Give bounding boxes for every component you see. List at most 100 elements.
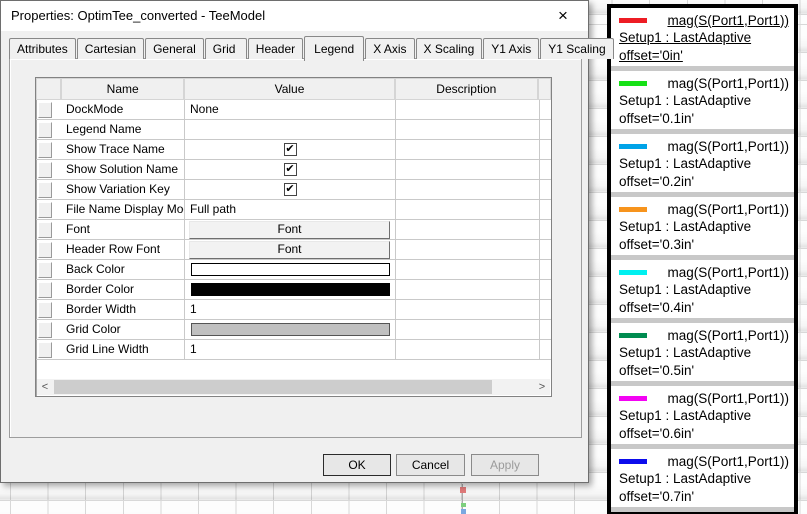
scroll-right-icon[interactable]: >	[538, 381, 546, 393]
column-header-name[interactable]: Name	[60, 78, 185, 100]
row-selector[interactable]	[38, 321, 52, 338]
font-button[interactable]: Font	[189, 220, 390, 239]
tab-legend[interactable]: Legend	[304, 36, 365, 61]
cancel-button[interactable]: Cancel	[396, 454, 465, 476]
table-row-file-name-display-mode[interactable]: File Name Display Mode Full path	[36, 200, 551, 220]
show-variation-key-checkbox[interactable]: ✔	[283, 183, 297, 196]
trace-color-swatch	[619, 17, 647, 23]
row-selector[interactable]	[38, 241, 52, 258]
grid-corner-cell	[36, 78, 61, 100]
row-selector[interactable]	[38, 121, 52, 138]
property-description	[396, 320, 540, 339]
tab-y1-scaling[interactable]: Y1 Scaling	[540, 38, 614, 59]
solution-name: Setup1 : LastAdaptive	[619, 219, 752, 234]
property-name: Border Width	[61, 300, 185, 319]
property-value[interactable]: 1	[185, 300, 396, 319]
row-selector[interactable]	[38, 101, 52, 118]
property-value[interactable]: None	[185, 100, 396, 119]
legend-separator	[611, 507, 794, 512]
property-description	[396, 200, 540, 219]
tab-general[interactable]: General	[145, 38, 204, 59]
header-row-font-button[interactable]: Font	[189, 240, 390, 259]
close-icon[interactable]: ×	[558, 5, 568, 25]
property-name: DockMode	[61, 100, 185, 119]
scrollbar-thumb[interactable]	[54, 380, 492, 394]
column-header-value[interactable]: Value	[184, 78, 395, 100]
legend-entry[interactable]: mag(S(Port1,Port1)) Setup1 : LastAdaptiv…	[611, 260, 794, 318]
legend-entry[interactable]: mag(S(Port1,Port1)) Setup1 : LastAdaptiv…	[611, 323, 794, 381]
trace-name: mag(S(Port1,Port1))	[667, 75, 789, 91]
row-selector[interactable]	[38, 261, 52, 278]
property-grid: Name Value Description DockMode None Leg…	[35, 77, 552, 397]
trace-color-swatch	[619, 206, 647, 212]
table-row-dockmode[interactable]: DockMode None	[36, 100, 551, 120]
variation-key: offset='0.6in'	[619, 426, 695, 441]
property-name: Grid Line Width	[61, 340, 185, 359]
scroll-left-icon[interactable]: <	[41, 381, 49, 393]
table-row-border-width[interactable]: Border Width 1	[36, 300, 551, 320]
tab-y1-axis[interactable]: Y1 Axis	[483, 38, 540, 59]
legend-entry[interactable]: mag(S(Port1,Port1)) Setup1 : LastAdaptiv…	[611, 197, 794, 255]
row-selector[interactable]	[38, 161, 52, 178]
row-selector[interactable]	[38, 141, 52, 158]
row-selector[interactable]	[38, 201, 52, 218]
property-description	[396, 120, 540, 139]
properties-dialog: Properties: OptimTee_converted - TeeMode…	[0, 0, 614, 483]
grid-color-swatch[interactable]	[190, 323, 390, 336]
table-row-show-trace-name[interactable]: Show Trace Name ✔	[36, 140, 551, 160]
legend-separator	[611, 444, 794, 449]
tab-cartesian[interactable]: Cartesian	[76, 38, 145, 59]
row-selector[interactable]	[38, 221, 52, 238]
row-selector[interactable]	[38, 341, 52, 358]
tab-attributes[interactable]: Attributes	[9, 38, 76, 59]
titlebar[interactable]: Properties: OptimTee_converted - TeeMode…	[1, 1, 588, 31]
legend-entry[interactable]: mag(S(Port1,Port1)) Setup1 : LastAdaptiv…	[611, 449, 794, 507]
property-value[interactable]: 1	[185, 340, 396, 359]
tab-header[interactable]: Header	[247, 38, 304, 59]
tab-x-axis[interactable]: X Axis	[365, 38, 415, 59]
legend-entry[interactable]: mag(S(Port1,Port1)) Setup1 : LastAdaptiv…	[611, 71, 794, 129]
property-description	[396, 140, 540, 159]
row-selector[interactable]	[38, 281, 52, 298]
property-description	[396, 280, 540, 299]
row-selector[interactable]	[38, 181, 52, 198]
back-color-swatch[interactable]	[190, 263, 390, 276]
table-row-border-color[interactable]: Border Color	[36, 280, 551, 300]
trace-name: mag(S(Port1,Port1))	[667, 201, 789, 217]
trace-name: mag(S(Port1,Port1))	[667, 327, 789, 343]
show-trace-name-checkbox[interactable]: ✔	[283, 143, 297, 156]
table-row-show-variation-key[interactable]: Show Variation Key ✔	[36, 180, 551, 200]
tab-grid[interactable]: Grid	[204, 38, 247, 59]
table-row-header-row-font[interactable]: Header Row Font Font	[36, 240, 551, 260]
horizontal-scrollbar[interactable]: < >	[37, 379, 550, 395]
legend-entry[interactable]: mag(S(Port1,Port1)) Setup1 : LastAdaptiv…	[611, 386, 794, 444]
column-header-description[interactable]: Description	[394, 78, 539, 100]
property-description	[396, 220, 540, 239]
border-color-swatch[interactable]	[190, 283, 390, 296]
property-description	[396, 100, 540, 119]
property-value[interactable]: Full path	[185, 200, 396, 219]
table-row-show-solution-name[interactable]: Show Solution Name ✔	[36, 160, 551, 180]
apply-button[interactable]: Apply	[471, 454, 539, 476]
tab-x-scaling[interactable]: X Scaling	[415, 38, 483, 59]
legend-entry[interactable]: mag(S(Port1,Port1)) Setup1 : LastAdaptiv…	[611, 8, 794, 66]
trace-color-swatch	[619, 332, 647, 338]
origin-marker-green	[461, 503, 466, 507]
table-row-back-color[interactable]: Back Color	[36, 260, 551, 280]
solution-name: Setup1 : LastAdaptive	[619, 156, 752, 171]
solution-name: Setup1 : LastAdaptive	[619, 282, 752, 297]
legend-entry[interactable]: mag(S(Port1,Port1)) Setup1 : LastAdaptiv…	[611, 134, 794, 192]
table-row-grid-color[interactable]: Grid Color	[36, 320, 551, 340]
row-selector[interactable]	[38, 301, 52, 318]
ok-button[interactable]: OK	[323, 454, 391, 476]
property-value[interactable]	[185, 120, 396, 139]
table-row-font[interactable]: Font Font	[36, 220, 551, 240]
property-name: Legend Name	[61, 120, 185, 139]
property-name: File Name Display Mode	[61, 200, 185, 219]
property-description	[396, 300, 540, 319]
property-name: Border Color	[61, 280, 185, 299]
table-row-legend-name[interactable]: Legend Name	[36, 120, 551, 140]
legend-separator	[611, 192, 794, 197]
show-solution-name-checkbox[interactable]: ✔	[283, 163, 297, 176]
table-row-grid-line-width[interactable]: Grid Line Width 1	[36, 340, 551, 360]
